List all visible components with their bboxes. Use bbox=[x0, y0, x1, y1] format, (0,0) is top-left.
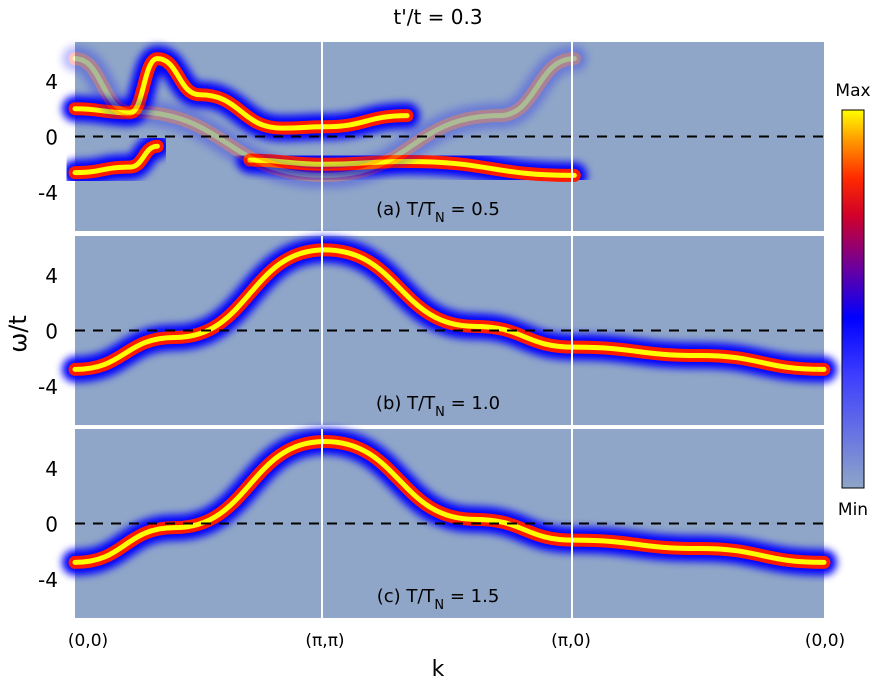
panel-label-prefix: (a) T/T bbox=[376, 199, 436, 220]
band-halo bbox=[62, 45, 588, 189]
panel-label: (c) T/TN = 1.5 bbox=[377, 586, 500, 613]
panel-label-suffix: = 1.0 bbox=[445, 393, 500, 414]
panel-label: (a) T/TN = 0.5 bbox=[376, 199, 500, 226]
y-tick-label: -4 bbox=[38, 375, 58, 399]
panel-label-subscript: N bbox=[435, 211, 445, 226]
y-tick-label: -4 bbox=[38, 568, 58, 592]
band-peak bbox=[72, 56, 577, 178]
band-peak bbox=[72, 247, 827, 372]
panel-3: 4 0 -4 (c) T/TN = 1.5 bbox=[38, 428, 837, 618]
band-shadow bbox=[62, 45, 588, 189]
y-tick-label: 0 bbox=[45, 126, 58, 150]
band-peak bbox=[72, 439, 827, 565]
panel-label: (b) T/TN = 1.0 bbox=[376, 393, 500, 420]
panel-label-subscript: N bbox=[435, 405, 445, 420]
band-core bbox=[68, 52, 581, 182]
panel-label-subscript: N bbox=[434, 598, 444, 613]
band-main bbox=[62, 236, 837, 383]
x-tick-label: (0,0) bbox=[68, 631, 108, 651]
panel-label-suffix: = 0.5 bbox=[445, 199, 500, 220]
x-axis-label: k bbox=[432, 657, 445, 682]
colorbar-gradient bbox=[841, 109, 865, 489]
panel-1: 4 0 -4 (a) T/TN = 0.5 bbox=[38, 42, 824, 231]
colorbar-max-label: Max bbox=[835, 81, 870, 101]
panels: 40-4(a) T/TN = 0.540-4(b) T/TN = 1.040-4… bbox=[38, 42, 837, 618]
y-tick-label: 4 bbox=[45, 457, 58, 481]
x-tick-labels: (0,0) (π,π) (π,0) (0,0) bbox=[68, 631, 845, 651]
panel-label-prefix: (c) T/T bbox=[377, 586, 436, 607]
x-tick-label: (0,0) bbox=[805, 631, 845, 651]
y-tick-label: -4 bbox=[38, 181, 58, 205]
chart-title: t'/t = 0.3 bbox=[393, 5, 482, 29]
y-tick-label: 0 bbox=[45, 320, 58, 344]
y-axis-label: ω/t bbox=[4, 315, 32, 353]
band-lower bbox=[62, 133, 171, 186]
x-tick-label: (π,π) bbox=[305, 631, 344, 651]
panel-label-suffix: = 1.5 bbox=[444, 586, 499, 607]
y-tick-label: 0 bbox=[45, 513, 58, 537]
band-peak bbox=[72, 143, 160, 176]
panel-2: 4 0 -4 (b) T/TN = 1.0 bbox=[38, 236, 837, 425]
colorbar: Max Min bbox=[835, 81, 870, 520]
y-tick-label: 4 bbox=[45, 70, 58, 94]
band-main bbox=[62, 428, 837, 576]
panel-label-prefix: (b) T/T bbox=[376, 393, 436, 414]
colorbar-min-label: Min bbox=[838, 500, 868, 520]
x-tick-label: (π,0) bbox=[551, 631, 591, 651]
y-tick-label: 4 bbox=[45, 264, 58, 288]
